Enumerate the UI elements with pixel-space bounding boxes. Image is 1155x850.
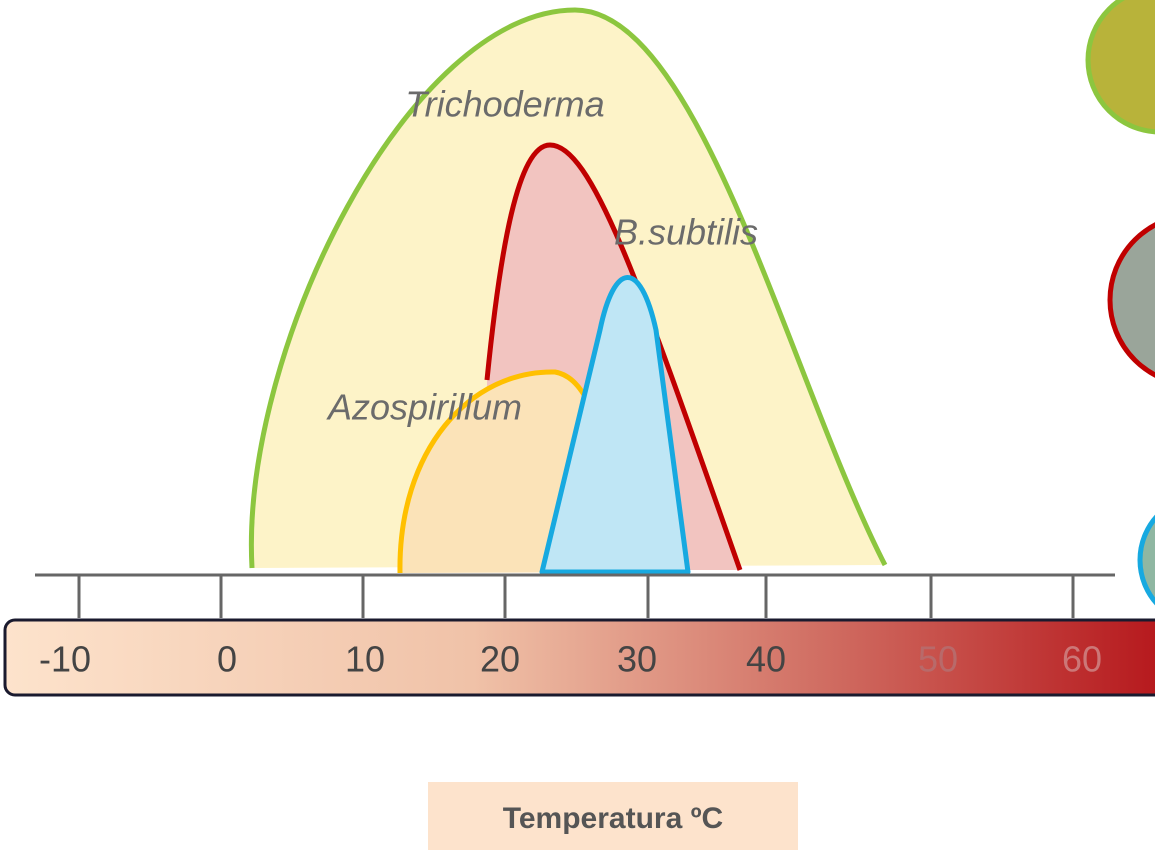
ticks xyxy=(77,575,1075,618)
tick-label: 20 xyxy=(480,639,520,680)
tick-label: 30 xyxy=(617,639,657,680)
temperature-bar xyxy=(3,618,1155,697)
tick-label: 50 xyxy=(918,639,958,680)
curve-label: Azospirillum xyxy=(326,387,522,428)
curve-label: B.subtilis xyxy=(614,212,758,253)
azospirillum-curve xyxy=(397,369,591,574)
caption: Temperatura ºC xyxy=(503,802,723,835)
tick-label: -10 xyxy=(39,639,91,680)
tick-label: 0 xyxy=(217,639,237,680)
trichoderma-curve xyxy=(248,7,888,569)
tick-label: 60 xyxy=(1062,639,1102,680)
tick-label: 40 xyxy=(746,639,786,680)
azospirillum-peak xyxy=(539,275,691,575)
photo-trichoderma xyxy=(1085,0,1155,135)
tick-labels: -10 0 10 20 30 40 50 60 xyxy=(39,639,1102,680)
photo-bsubtilis xyxy=(1107,222,1155,378)
caption-box xyxy=(428,782,798,850)
curve-label: Trichoderma xyxy=(405,84,604,125)
bsubtilis-curve xyxy=(484,142,743,571)
photo-azospirillum xyxy=(1137,514,1155,606)
tick-label: 10 xyxy=(345,639,385,680)
